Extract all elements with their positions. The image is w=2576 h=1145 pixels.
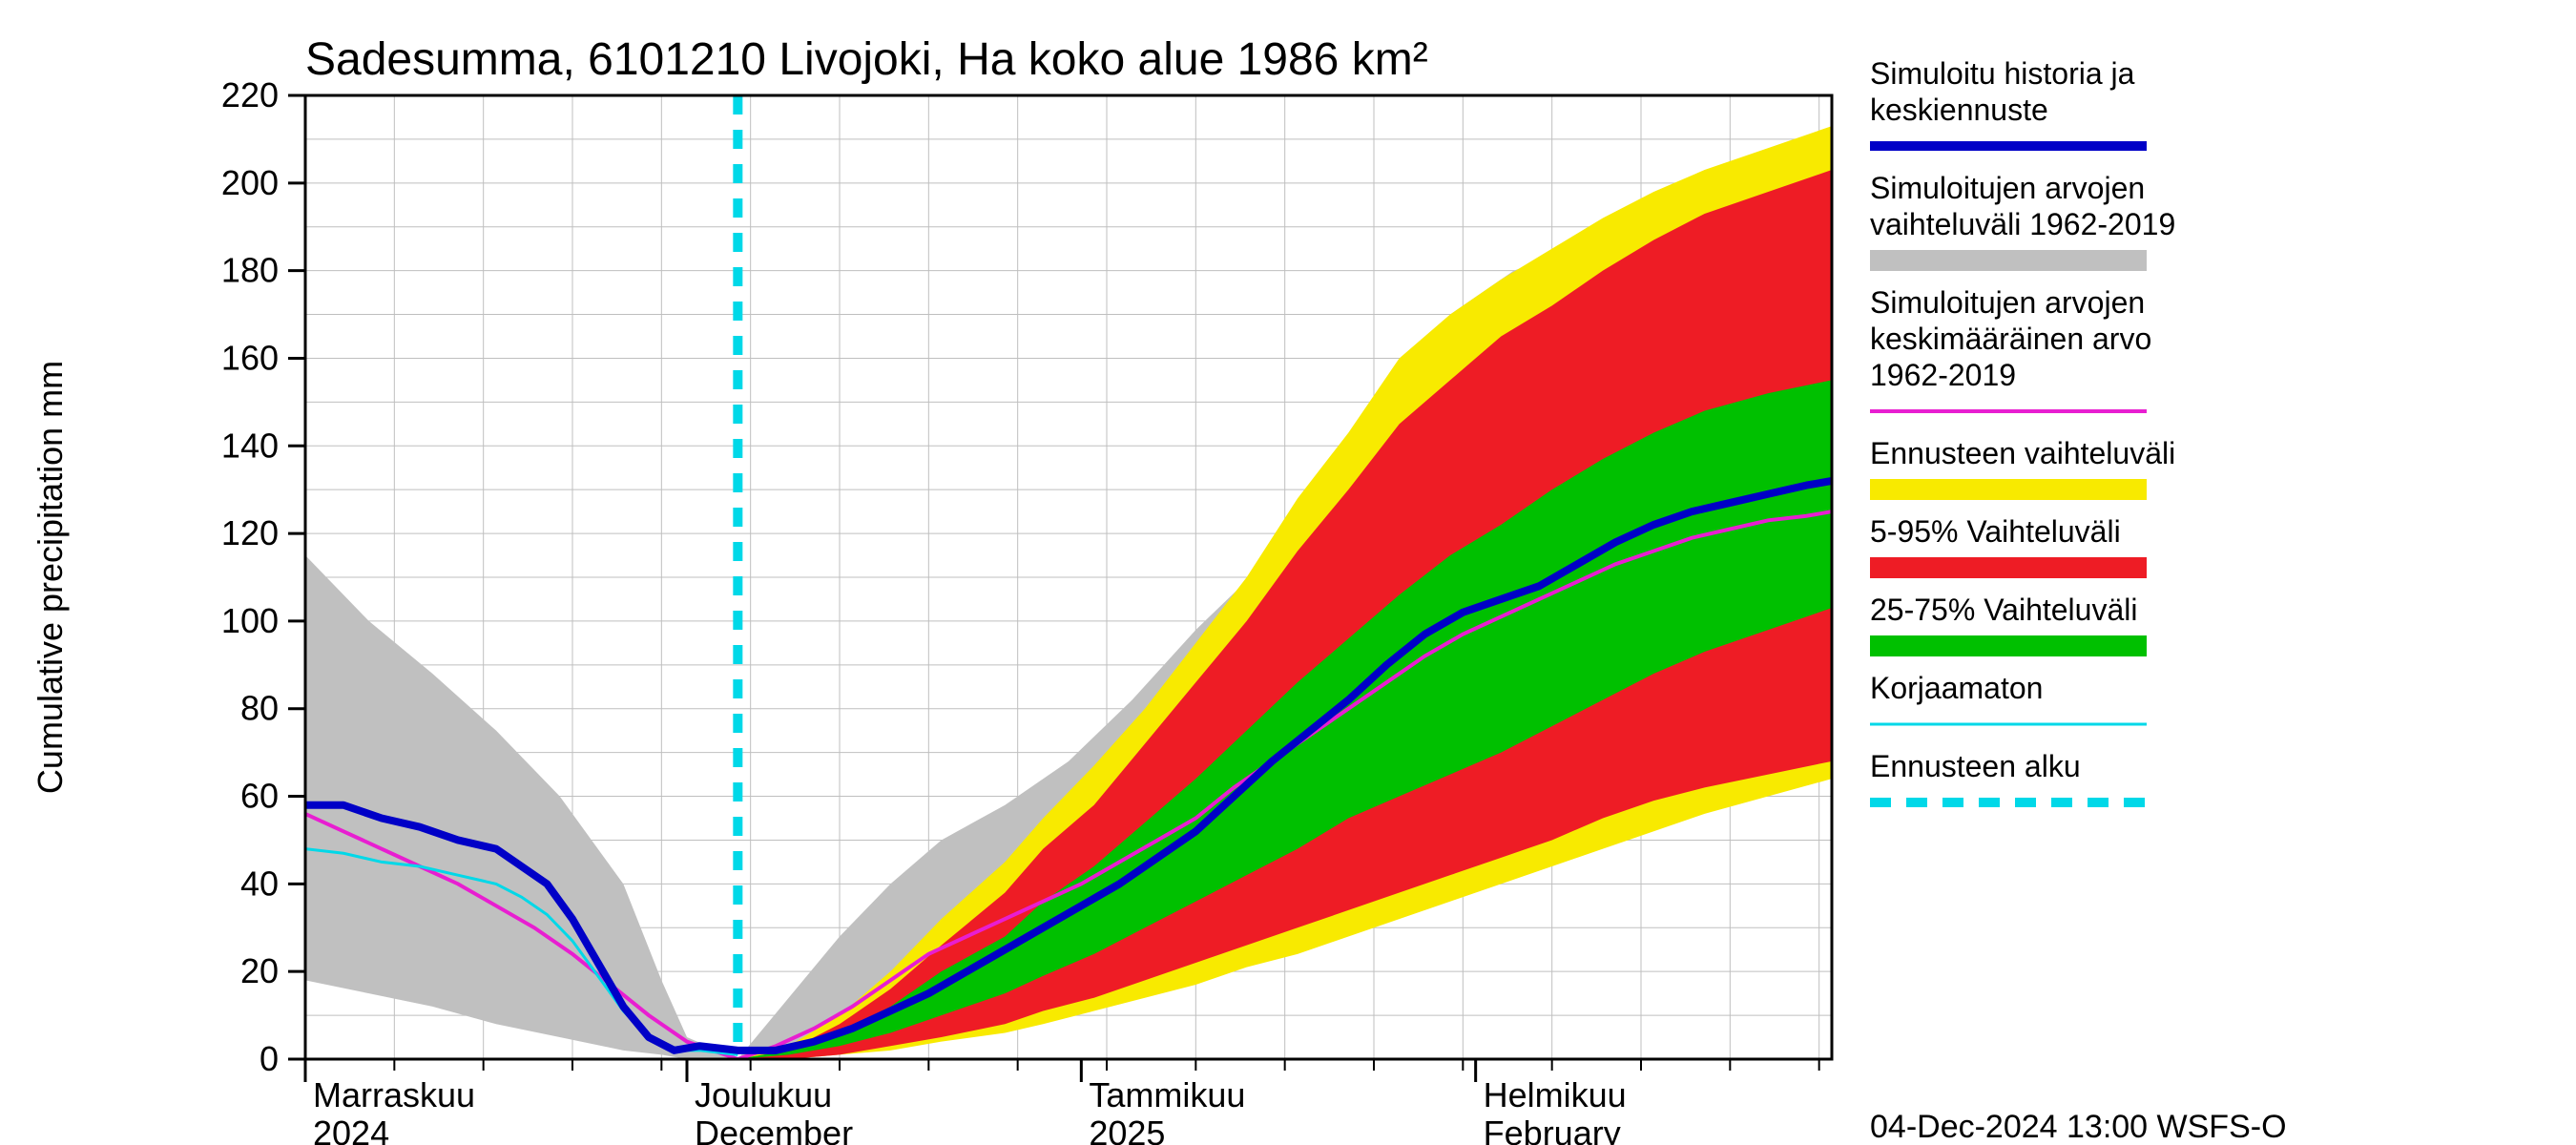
x-month-sublabel: February xyxy=(1484,1114,1621,1145)
y-tick-label: 0 xyxy=(260,1039,279,1078)
legend-label: keskiennuste xyxy=(1870,93,2048,127)
y-tick-label: 200 xyxy=(221,163,279,202)
legend-label: 1962-2019 xyxy=(1870,358,2016,392)
y-tick-label: 220 xyxy=(221,75,279,114)
chart-footer: 04-Dec-2024 13:00 WSFS-O xyxy=(1870,1109,2287,1145)
chart-svg: 0 20 40 60 80 100 120 140 160 180 200 220 Cumulative… xyxy=(0,0,2576,1145)
x-month-label: Helmikuu xyxy=(1484,1075,1627,1114)
legend-swatch xyxy=(1870,635,2147,656)
legend-label: Simuloitu historia ja xyxy=(1870,56,2135,91)
y-tick-label: 40 xyxy=(240,864,279,903)
precipitation-forecast-chart: 0 20 40 60 80 100 120 140 160 180 200 220 Cumulative… xyxy=(0,0,2576,1145)
legend-swatch xyxy=(1870,250,2147,271)
legend-label: 25-75% Vaihteluväli xyxy=(1870,593,2137,627)
y-tick-label: 100 xyxy=(221,601,279,640)
y-tick-label: 80 xyxy=(240,689,279,728)
y-tick-label: 120 xyxy=(221,513,279,552)
x-month-label: Marraskuu xyxy=(313,1075,475,1114)
legend-label: Simuloitujen arvojen xyxy=(1870,285,2145,320)
legend-label: 5-95% Vaihteluväli xyxy=(1870,514,2121,549)
y-tick-label: 160 xyxy=(221,338,279,377)
legend-swatch xyxy=(1870,557,2147,578)
legend-label: keskimääräinen arvo xyxy=(1870,322,2151,356)
x-month-sublabel: December xyxy=(695,1114,853,1145)
y-tick-label: 140 xyxy=(221,426,279,465)
legend-label: Ennusteen vaihteluväli xyxy=(1870,436,2175,470)
y-tick-label: 60 xyxy=(240,777,279,816)
legend-label: Korjaamaton xyxy=(1870,671,2043,705)
y-tick-label: 180 xyxy=(221,251,279,290)
x-month-sublabel: 2025 xyxy=(1089,1114,1165,1145)
x-month-sublabel: 2024 xyxy=(313,1114,389,1145)
chart-title: Sadesumma, 6101210 Livojoki, Ha koko alu… xyxy=(305,34,1428,85)
x-month-label: Tammikuu xyxy=(1089,1075,1245,1114)
legend-swatch xyxy=(1870,479,2147,500)
y-tick-label: 20 xyxy=(240,951,279,990)
legend-label: Simuloitujen arvojen xyxy=(1870,171,2145,205)
legend-label: vaihteluväli 1962-2019 xyxy=(1870,207,2175,241)
x-month-label: Joulukuu xyxy=(695,1075,832,1114)
legend-label: Ennusteen alku xyxy=(1870,749,2081,783)
y-axis-label: Cumulative precipitation mm xyxy=(31,361,70,794)
